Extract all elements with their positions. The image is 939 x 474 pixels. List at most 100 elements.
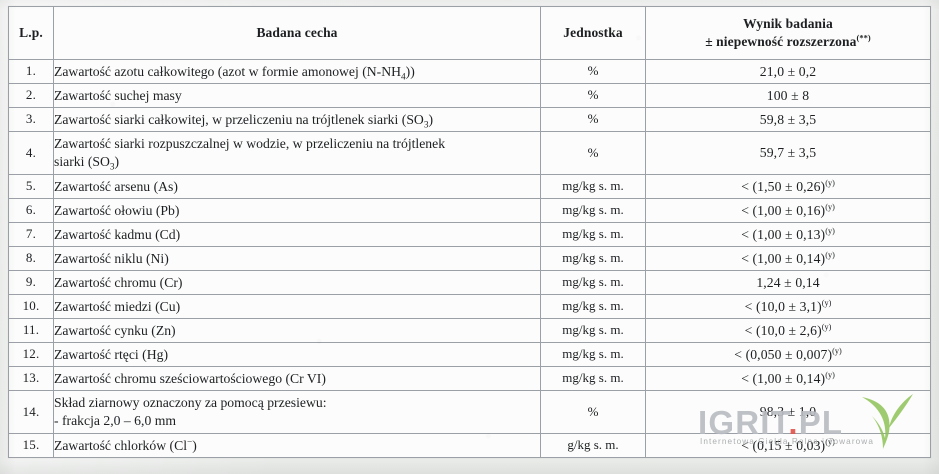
table-body: 1. Zawartość azotu całkowitego (azot w fo… xyxy=(8,59,931,458)
feature-text: Zawartość rtęci (Hg) xyxy=(54,346,169,362)
cell-result: < (10,0 ± 3,1)(y) xyxy=(645,294,931,319)
feature-superscript: − xyxy=(187,437,193,448)
cell-unit: mg/kg s. m. xyxy=(540,198,646,223)
result-value: < (1,00 ± 0,14) xyxy=(741,370,826,386)
cell-result: 1,24 ± 0,14 xyxy=(645,270,931,295)
feature-line-2-text: - frakcja 2,0 – 6,0 mm xyxy=(54,413,177,428)
cell-feature: Zawartość azotu całkowitego (azot w form… xyxy=(53,59,541,84)
table-row: 12. Zawartość rtęci (Hg) mg/kg s. m. < (0,0… xyxy=(8,342,931,367)
cell-unit: mg/kg s. m. xyxy=(540,294,646,319)
cell-result: < (0,15 ± 0,03)(y) xyxy=(645,433,931,458)
cell-unit: g/kg s. m. xyxy=(540,433,646,458)
cell-lp: 1. xyxy=(8,59,54,84)
column-header-result-line1: Wynik badania xyxy=(743,15,833,31)
cell-unit: % xyxy=(540,59,646,84)
table-row: 10. Zawartość miedzi (Cu) mg/kg s. m. < (10… xyxy=(8,294,931,319)
feature-text: Zawartość kadmu (Cd) xyxy=(54,226,181,242)
cell-feature: Zawartość arsenu (As) xyxy=(53,174,541,199)
result-value: < (0,050 ± 0,007) xyxy=(734,346,833,362)
table-row: 5. Zawartość arsenu (As) mg/kg s. m. < (1,5… xyxy=(8,174,931,199)
cell-result: < (1,00 ± 0,14)(y) xyxy=(645,366,931,391)
result-value: < (1,00 ± 0,14) xyxy=(741,250,826,266)
cell-lp: 5. xyxy=(8,174,54,199)
header-row: L.p. Badana cecha Jednostka Wynik badani… xyxy=(8,6,931,60)
feature-line-1: Zawartość siarki rozpuszczalnej w wodzie… xyxy=(54,136,446,152)
feature-subscript: 3 xyxy=(109,162,115,173)
feature-line-2-suffix: ) xyxy=(114,154,120,169)
cell-feature: Skład ziarnowy oznaczony za pomocą przes… xyxy=(53,390,541,434)
result-footnote-marker: (y) xyxy=(825,178,835,188)
cell-feature: Zawartość chlorków (Cl−) xyxy=(53,433,541,458)
column-header-feature: Badana cecha xyxy=(53,6,541,60)
cell-feature: Zawartość cynku (Zn) xyxy=(53,318,541,343)
feature-text: Zawartość miedzi (Cu) xyxy=(54,298,181,314)
feature-text: Zawartość chromu sześciowartościowego (C… xyxy=(54,370,326,386)
feature-text: Zawartość suchej masy xyxy=(54,87,182,103)
feature-text-suffix: )) xyxy=(405,63,415,79)
result-value: 98,3 ± 1,0 xyxy=(759,404,817,420)
cell-unit: % xyxy=(540,390,646,434)
cell-lp: 3. xyxy=(8,107,54,132)
result-value: < (1,50 ± 0,26) xyxy=(741,178,826,194)
feature-text: Zawartość arsenu (As) xyxy=(54,178,178,194)
cell-unit: % xyxy=(540,107,646,132)
cell-result: 59,7 ± 3,5 xyxy=(645,131,931,175)
feature-line-2-text: siarki (SO xyxy=(54,154,110,169)
result-footnote-marker: (y) xyxy=(825,226,835,236)
cell-unit: mg/kg s. m. xyxy=(540,342,646,367)
result-value: 59,8 ± 3,5 xyxy=(759,111,817,127)
table-row: 6. Zawartość ołowiu (Pb) mg/kg s. m. < (1,0… xyxy=(8,198,931,223)
result-footnote-marker: (y) xyxy=(825,202,835,212)
result-value: 1,24 ± 0,14 xyxy=(756,274,820,290)
result-footnote-marker: (y) xyxy=(825,370,835,380)
cell-unit: mg/kg s. m. xyxy=(540,366,646,391)
result-value: < (1,00 ± 0,16) xyxy=(741,202,826,218)
result-footnote-marker: (y) xyxy=(825,250,835,260)
cell-result: < (1,00 ± 0,13)(y) xyxy=(645,222,931,247)
cell-feature: Zawartość suchej masy xyxy=(53,83,541,108)
table-row: 15. Zawartość chlorków (Cl−) g/kg s. m. < (… xyxy=(8,433,931,458)
table-row: 9. Zawartość chromu (Cr) mg/kg s. m. 1,24 ±… xyxy=(8,270,931,295)
cell-feature: Zawartość ołowiu (Pb) xyxy=(53,198,541,223)
table-row: 13. Zawartość chromu sześciowartościowego… xyxy=(8,366,931,391)
cell-result: 100 ± 8 xyxy=(645,83,931,108)
result-value: < (1,00 ± 0,13) xyxy=(741,226,826,242)
result-value: < (0,15 ± 0,03) xyxy=(741,437,826,453)
cell-lp: 12. xyxy=(8,342,54,367)
table-row: 3. Zawartość siarki całkowitej, w przelic… xyxy=(8,107,931,132)
result-footnote-marker: (y) xyxy=(821,298,832,308)
feature-subscript: 4 xyxy=(401,72,406,83)
column-header-result: Wynik badania ± niepewność rozszerzona(*… xyxy=(645,6,931,60)
cell-result: < (1,00 ± 0,16)(y) xyxy=(645,198,931,223)
feature-text: Zawartość ołowiu (Pb) xyxy=(54,202,180,218)
table-row: 14. Skład ziarnowy oznaczony za pomocą pr… xyxy=(8,390,931,434)
cell-feature: Zawartość chromu sześciowartościowego (C… xyxy=(53,366,541,391)
cell-unit: mg/kg s. m. xyxy=(540,318,646,343)
table-row: 8. Zawartość niklu (Ni) mg/kg s. m. < (1,00… xyxy=(8,246,931,271)
feature-text: Zawartość azotu całkowitego (azot w form… xyxy=(54,63,401,79)
feature-text: Zawartość cynku (Zn) xyxy=(54,322,176,338)
cell-unit: % xyxy=(540,131,646,175)
cell-unit: mg/kg s. m. xyxy=(540,222,646,247)
cell-result: < (1,50 ± 0,26)(y) xyxy=(645,174,931,199)
table-row: 7. Zawartość kadmu (Cd) mg/kg s. m. < (1,00… xyxy=(8,222,931,247)
cell-result: < (0,050 ± 0,007)(y) xyxy=(645,342,931,367)
result-value: < (10,0 ± 2,6) xyxy=(744,322,822,338)
cell-result: 59,8 ± 3,5 xyxy=(645,107,931,132)
table-header: L.p. Badana cecha Jednostka Wynik badani… xyxy=(8,6,931,60)
feature-text: Zawartość siarki całkowitej, w przelicze… xyxy=(54,111,424,127)
cell-feature: Zawartość chromu (Cr) xyxy=(53,270,541,295)
feature-line-2: - frakcja 2,0 – 6,0 mm xyxy=(54,412,540,430)
result-value: < (10,0 ± 3,1) xyxy=(744,298,822,314)
cell-lp: 4. xyxy=(8,131,54,175)
cell-feature: Zawartość siarki rozpuszczalnej w wodzie… xyxy=(53,131,541,175)
cell-result: < (10,0 ± 2,6)(y) xyxy=(645,318,931,343)
feature-line-1: Skład ziarnowy oznaczony za pomocą przes… xyxy=(54,395,327,411)
test-results-table: L.p. Badana cecha Jednostka Wynik badani… xyxy=(8,6,931,458)
cell-unit: % xyxy=(540,83,646,108)
cell-lp: 15. xyxy=(8,433,54,458)
result-footnote-marker: (y) xyxy=(832,346,842,356)
table-row: 1. Zawartość azotu całkowitego (azot w fo… xyxy=(8,59,931,84)
result-footnote-marker: (y) xyxy=(821,322,832,332)
cell-feature: Zawartość siarki całkowitej, w przelicze… xyxy=(53,107,541,132)
